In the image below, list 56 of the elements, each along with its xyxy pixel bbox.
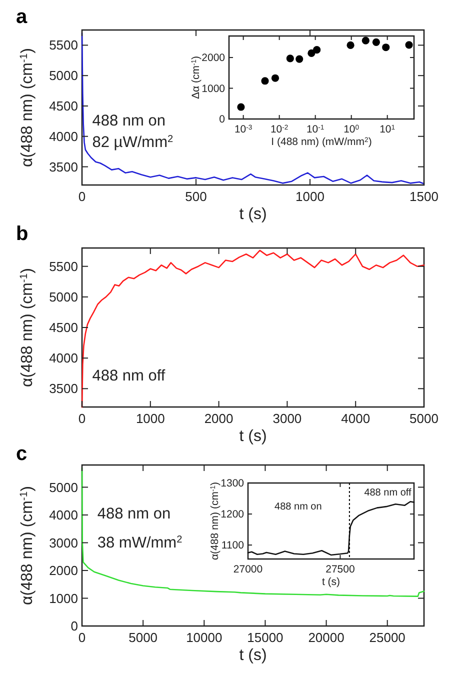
y-tick-label: 0 (70, 618, 78, 634)
x-tick-label: 3000 (272, 411, 302, 426)
annotation: 488 nm off (92, 368, 166, 385)
y-tick-label: 5500 (49, 38, 78, 53)
x-axis-title: t (s) (239, 428, 267, 445)
x-tick-label: 5000 (410, 411, 438, 426)
y-tick-label: 2000 (202, 52, 226, 64)
line-series (247, 500, 415, 556)
x-tick-label: 1500 (410, 189, 438, 204)
y-tick-label: 1100 (221, 540, 244, 552)
x-tick-label: 10000 (186, 630, 222, 645)
y-tick-label: 4000 (49, 350, 78, 366)
x-tick-label: 10$^{-2}$ (270, 124, 288, 136)
y-tick-label: 3500 (49, 159, 78, 174)
x-tick-label: 10$^{-1}$ (306, 124, 324, 136)
x-tick-label: 5000 (128, 630, 158, 645)
x-tick-label: 4000 (341, 411, 370, 426)
x-tick-label: 1000 (136, 411, 165, 426)
y-tick-label: 0 (219, 114, 226, 126)
y-tick-label: 3500 (49, 381, 78, 396)
annotation: 488 nm on (92, 112, 166, 130)
x-tick-label: 25000 (369, 630, 406, 645)
x-tick-label: 500 (185, 189, 207, 204)
y-tick-label: 4500 (49, 98, 78, 114)
chart-title: a (16, 6, 28, 28)
x-tick-label: 10$^{1}$ (380, 124, 396, 136)
x-axis-title: t (s) (239, 206, 267, 223)
x-tick-label: 27500 (326, 564, 355, 576)
y-tick-label: 4000 (49, 508, 78, 523)
x-tick-label: 20000 (308, 630, 344, 645)
annotation: 38 mW/mm$^{2}$ (97, 534, 183, 552)
y-tick-label: 3000 (49, 535, 78, 550)
chart-title: b (16, 223, 28, 245)
line-series (81, 250, 425, 408)
x-axis-title: I (488 nm) (mW/mm$^{2}$) (271, 136, 372, 148)
x-axis-title: t (s) (239, 647, 267, 664)
y-tick-label: 1300 (220, 478, 244, 490)
annotation: 488 nm on (274, 501, 322, 512)
x-tick-label: 15000 (247, 630, 284, 645)
annotation: 488 nm on (97, 506, 171, 523)
annotation: 82 µW/mm$^{2}$ (92, 134, 174, 152)
chart-title: c (16, 443, 28, 465)
x-tick-label: 27000 (233, 564, 263, 576)
y-tick-label: 4500 (49, 320, 78, 336)
y-tick-label: 1000 (49, 590, 78, 606)
y-tick-label: 1000 (202, 82, 226, 95)
x-tick-label: 1000 (296, 189, 324, 204)
y-tick-label: 5500 (49, 258, 78, 274)
y-tick-label: 1200 (220, 508, 244, 521)
annotation: 488 nm off (364, 488, 412, 499)
y-tick-label: 5000 (49, 480, 78, 495)
y-tick-label: 5000 (49, 68, 78, 84)
x-axis-title: t (s) (322, 576, 340, 588)
x-tick-label: 10$^{0}$ (344, 124, 360, 136)
x-tick-label: 10$^{-3}$ (234, 124, 252, 136)
y-tick-label: 5000 (49, 289, 78, 304)
